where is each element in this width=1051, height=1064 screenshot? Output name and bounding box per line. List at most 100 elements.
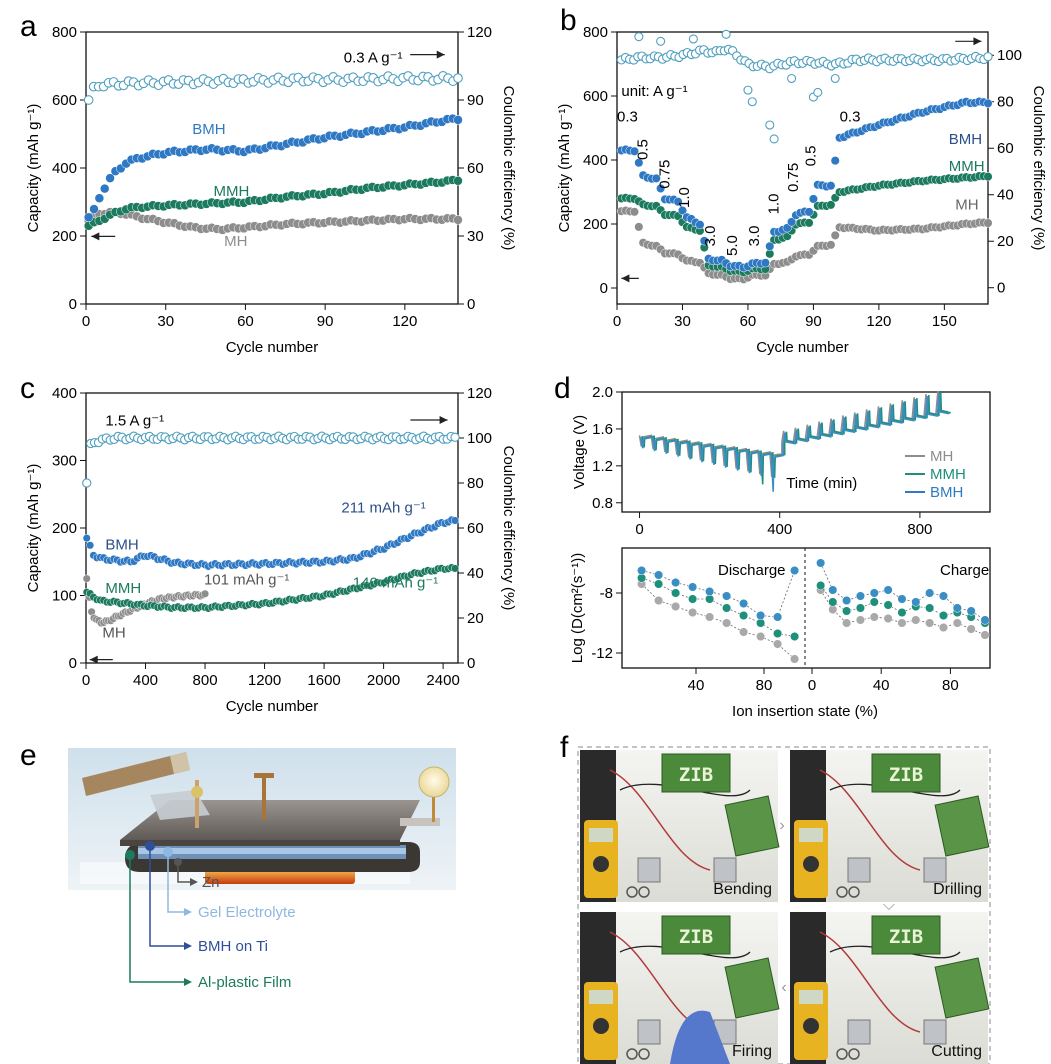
data-point-bmh — [453, 115, 463, 125]
data-point-ce-outlier — [765, 120, 775, 130]
y2-axis-label: Coulombic efficiency (%) — [1030, 86, 1047, 251]
diffusion-point-bmh — [828, 585, 838, 595]
x-tick-label: 2400 — [426, 672, 459, 689]
data-point-ce-outlier — [634, 32, 644, 42]
series-label-mh: MH — [955, 197, 978, 214]
x-tick-label: 0 — [635, 521, 643, 538]
y-tick-label: 600 — [52, 92, 77, 109]
capacity-label-mh: 101 mAh g⁻¹ — [204, 572, 289, 589]
diffusion-point-mmh — [897, 607, 907, 618]
diffusion-point-mh — [980, 630, 990, 640]
y-tick-label: 800 — [583, 24, 608, 41]
diffusion-point-mmh — [773, 628, 783, 639]
nail-icon — [254, 773, 274, 820]
diffusion-point-mh — [654, 595, 664, 606]
y-tick-label: 400 — [52, 160, 77, 177]
photo-label-bending: Bending — [713, 881, 772, 898]
rate-label: 1.0 — [765, 194, 782, 215]
data-point-bmh — [629, 146, 640, 156]
y-axis-label-voltage: Voltage (V) — [571, 415, 588, 489]
diffusion-point-bmh — [773, 612, 783, 622]
rate-label: 3.0 — [702, 226, 719, 247]
x-axis-label: Cycle number — [226, 339, 319, 356]
diffusion-point-bmh — [756, 610, 766, 621]
x-tick-label: 400 — [767, 521, 792, 538]
left-axis-arrow-head — [621, 274, 630, 283]
x-tick-label: 120 — [866, 313, 891, 330]
x-tick-label: 40 — [688, 677, 705, 694]
diffusion-point-mh — [855, 615, 865, 625]
y-tick-label: 1.6 — [592, 421, 613, 438]
right-axis-arrow-head — [973, 37, 982, 46]
led-sign-text: ZIB — [679, 764, 713, 786]
data-point-ce-outlier — [743, 85, 753, 95]
diffusion-point-mmh — [654, 579, 664, 589]
scissors-icon — [848, 886, 860, 898]
diffusion-point-bmh — [688, 582, 698, 592]
scissors-icon — [626, 1048, 638, 1060]
rate-label: 0.3 — [617, 109, 638, 126]
right-axis-arrow-head — [439, 416, 448, 424]
label-gel-electrolyte: Gel Electrolyte — [198, 904, 296, 921]
x-tick-label: 80 — [756, 677, 773, 694]
rate-label: 0.75 — [785, 163, 802, 192]
y2-tick-label: 0 — [467, 655, 475, 672]
y2-tick-label: 0 — [467, 296, 475, 313]
data-point-bmh — [787, 217, 797, 227]
diffusion-point-mmh — [842, 606, 852, 616]
plot-frame-diffusion — [621, 547, 991, 669]
scissors-icon — [848, 1048, 860, 1060]
y2-tick-label: 60 — [467, 160, 484, 177]
y2-tick-label: 120 — [467, 385, 492, 402]
y2-tick-label: 60 — [997, 140, 1014, 157]
y-tick-label: -8 — [600, 585, 613, 602]
diffusion-point-mh — [911, 615, 921, 625]
led-board — [661, 915, 731, 955]
data-point-bmh — [673, 197, 683, 207]
data-point-mh — [82, 574, 91, 583]
data-point-mmh — [804, 218, 814, 228]
y-tick-label: 1.2 — [592, 458, 613, 475]
data-point-bmh — [105, 173, 115, 183]
diffusion-point-mh — [966, 624, 976, 634]
x-axis-label: Cycle number — [226, 698, 319, 715]
y2-tick-label: 80 — [997, 94, 1014, 111]
diffusion-point-mmh — [828, 597, 838, 607]
schematic-e: Zn Gel Electrolyte BMH on Ti Al-plastic … — [68, 748, 456, 991]
pouch-cell — [847, 1019, 871, 1045]
x-tick-label: 30 — [674, 313, 691, 330]
x-tick-label: 80 — [942, 677, 959, 694]
data-point-ce — [83, 95, 94, 105]
diffusion-point-bmh — [883, 585, 893, 595]
photo-grid-f: ZIB Bending ZIB Drilling ZIB Firing ZIB Cutting… — [577, 746, 991, 1064]
photo-cutting: ZIB Cutting — [790, 912, 990, 1064]
diffusion-point-bmh — [855, 591, 865, 601]
diffusion-point-bmh — [952, 603, 962, 613]
led-sign-text: ZIB — [889, 926, 923, 948]
diffusion-point-bmh — [790, 565, 800, 576]
photo-firing: ZIB Firing — [580, 912, 780, 1064]
series-label-mh: MH — [224, 233, 247, 250]
y-tick-label: 2.0 — [592, 384, 613, 401]
x-tick-label: 120 — [392, 313, 417, 330]
multimeter-dial — [803, 856, 819, 872]
diffusion-point-mh — [869, 612, 879, 622]
diffusion-point-mmh — [671, 588, 681, 598]
pouch-cell — [713, 857, 737, 883]
data-point-bmh — [651, 173, 661, 183]
y-tick-label: 800 — [52, 24, 77, 41]
y-tick-label: -12 — [591, 645, 613, 662]
gloved-hand — [670, 1010, 730, 1064]
data-point-bmh — [450, 516, 460, 525]
y-tick-label: 200 — [52, 228, 77, 245]
annotation-rate: 1.5 A g⁻¹ — [105, 412, 164, 429]
y2-tick-label: 40 — [997, 187, 1014, 204]
multimeter-dial — [593, 856, 609, 872]
data-point-bmh — [804, 207, 814, 217]
diffusion-point-mh — [925, 618, 935, 628]
diffusion-point-mmh — [722, 603, 732, 613]
rate-label: 0.75 — [656, 160, 673, 189]
x-tick-label: 0 — [613, 313, 621, 330]
diffusion-point-bmh — [869, 588, 879, 598]
y-tick-label: 200 — [583, 216, 608, 233]
